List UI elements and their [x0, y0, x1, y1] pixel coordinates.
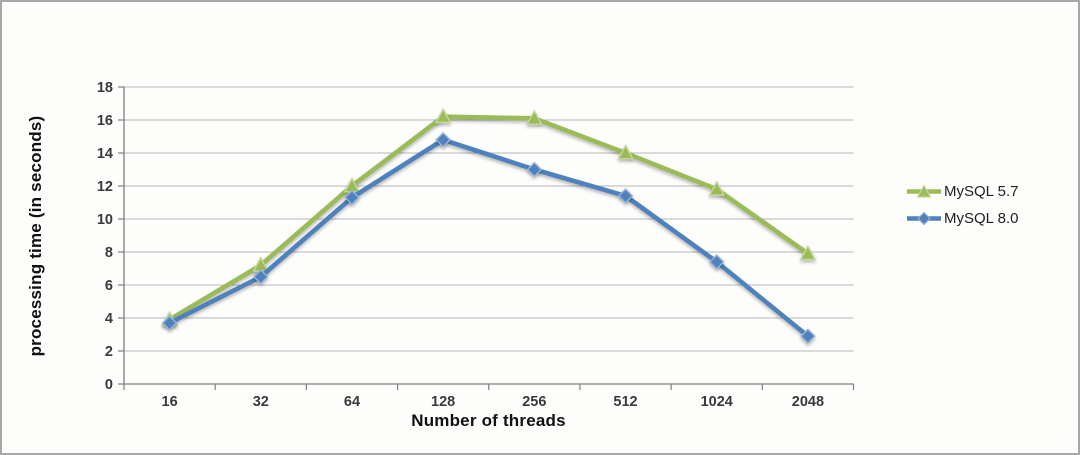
x-tick-label: 16	[162, 394, 178, 410]
y-tick-label: 14	[97, 146, 113, 162]
x-axis-title: Number of threads	[411, 411, 566, 430]
diamond-marker	[435, 132, 451, 148]
legend-label: MySQL 8.0	[944, 210, 1019, 227]
y-tick-label: 16	[97, 113, 113, 129]
legend: MySQL 5.7 MySQL 8.0	[905, 183, 1018, 227]
legend-line-marker-icon	[907, 184, 941, 198]
diamond-marker	[526, 161, 543, 178]
diamond-marker	[617, 188, 634, 204]
series-line-mysql-57	[167, 114, 811, 322]
y-tick-label: 4	[105, 311, 113, 327]
y-axis-title: processing time (in seconds)	[26, 115, 45, 357]
triangle-marker	[708, 180, 726, 196]
legend-label: MySQL 5.7	[944, 183, 1019, 200]
x-tick-label: 32	[253, 394, 269, 410]
x-tick-label: 256	[522, 394, 546, 410]
x-tick-label: 512	[613, 394, 637, 410]
triangle-marker	[434, 107, 452, 124]
diamond-marker	[252, 268, 269, 285]
triangle-marker	[525, 109, 543, 125]
diamond-marker	[708, 254, 725, 270]
x-tick-label: 1024	[701, 394, 733, 410]
legend-line-marker-icon	[907, 211, 941, 226]
y-tick-label: 12	[97, 179, 113, 195]
legend-item-mysql-80: MySQL 8.0	[905, 210, 1018, 227]
y-tick-label: 2	[105, 344, 113, 360]
diamond-marker	[161, 315, 178, 331]
diamond-marker	[800, 328, 816, 344]
x-tick-label: 2048	[792, 394, 824, 410]
y-tick-label: 0	[105, 377, 113, 393]
y-tick-label: 10	[97, 212, 113, 228]
series-line-mysql-80	[167, 137, 811, 339]
x-tick-label: 128	[431, 394, 455, 410]
legend-item-mysql-57: MySQL 5.7	[905, 183, 1018, 200]
triangle-marker	[617, 144, 634, 160]
x-tick-label: 64	[344, 394, 360, 410]
y-tick-label: 8	[105, 245, 113, 261]
triangle-marker	[799, 244, 817, 261]
y-tick-label: 6	[105, 278, 113, 294]
diamond-marker	[344, 189, 360, 206]
y-tick-label: 18	[97, 80, 113, 96]
